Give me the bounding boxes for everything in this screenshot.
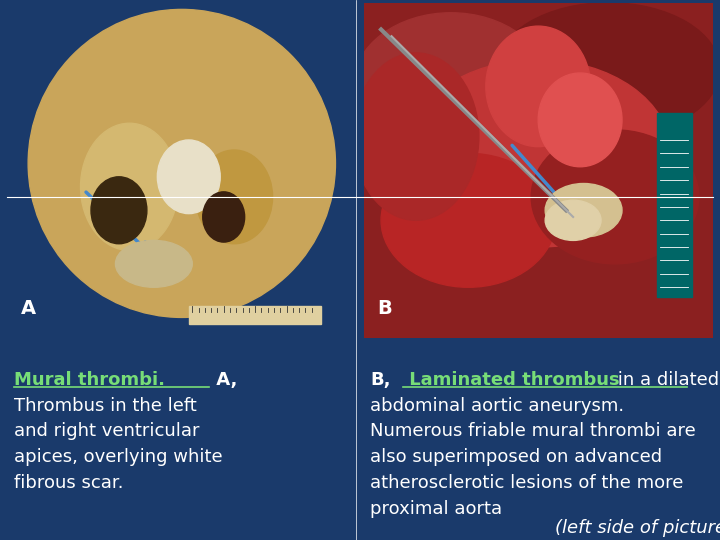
Text: in a dilated: in a dilated — [612, 370, 719, 389]
Ellipse shape — [196, 150, 273, 244]
Text: B,: B, — [370, 370, 391, 389]
Ellipse shape — [158, 140, 220, 214]
Ellipse shape — [486, 26, 590, 147]
Ellipse shape — [353, 13, 549, 160]
Text: Thrombus in the left
and right ventricular
apices, overlying white
fibrous scar.: Thrombus in the left and right ventricul… — [14, 397, 222, 492]
Ellipse shape — [531, 130, 699, 264]
Text: B: B — [377, 299, 392, 318]
Ellipse shape — [28, 9, 336, 318]
Bar — [189, 306, 322, 324]
Bar — [657, 113, 692, 298]
Ellipse shape — [381, 153, 556, 287]
Text: A,: A, — [210, 370, 238, 389]
Ellipse shape — [115, 240, 192, 287]
Text: Mural thrombi.: Mural thrombi. — [14, 370, 165, 389]
Ellipse shape — [496, 3, 720, 137]
Ellipse shape — [405, 59, 671, 247]
Ellipse shape — [81, 123, 179, 251]
Ellipse shape — [91, 177, 147, 244]
Text: A: A — [21, 299, 36, 318]
Ellipse shape — [539, 73, 622, 167]
Ellipse shape — [545, 200, 601, 240]
Ellipse shape — [203, 192, 245, 242]
Ellipse shape — [353, 53, 479, 220]
Text: Laminated thrombus: Laminated thrombus — [402, 370, 619, 389]
Text: (left side of picture).: (left side of picture). — [555, 519, 720, 537]
Ellipse shape — [545, 184, 622, 237]
Text: abdominal aortic aneurysm.
Numerous friable mural thrombi are
also superimposed : abdominal aortic aneurysm. Numerous fria… — [370, 397, 696, 517]
